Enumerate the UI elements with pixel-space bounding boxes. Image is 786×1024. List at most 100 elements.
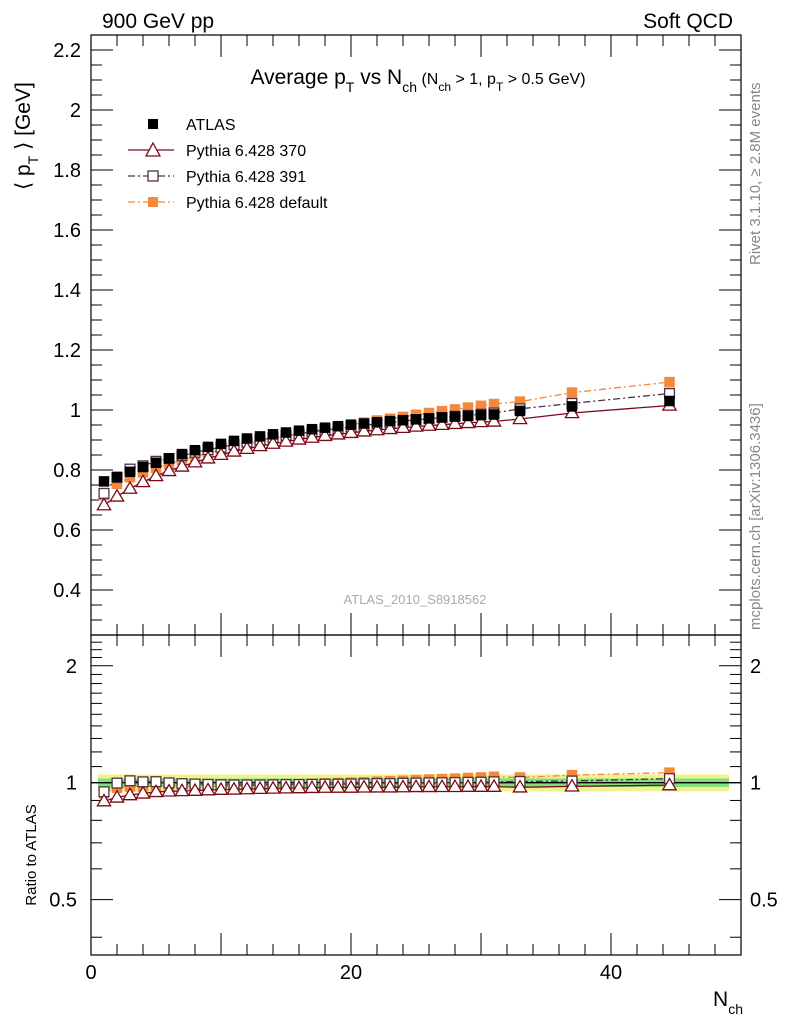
legend-entry-370: Pythia 6.428 370 — [128, 141, 306, 160]
ratio-point-pythia-6-428-370 — [661, 777, 678, 791]
point-pythia-6-428-370 — [213, 446, 229, 461]
point-atlas — [371, 417, 383, 428]
ratio-point-pythia-6-428-370 — [473, 778, 489, 792]
ratio-point-pythia-6-428-370 — [486, 778, 502, 792]
legend-entry-default: Pythia 6.428 default — [128, 195, 328, 212]
series-line-pythia-6-428-370 — [103, 404, 670, 506]
point-atlas — [137, 461, 149, 473]
point-pythia-6-428-370 — [122, 480, 138, 494]
ratio-point-pythia-6-428-370 — [187, 782, 203, 796]
point-pythia-6-428-370 — [109, 488, 125, 502]
plot-title: Average pT vs Nch (Nch > 1, pT > 0.5 GeV… — [250, 66, 585, 95]
point-atlas — [267, 429, 279, 440]
ratio-point-pythia-6-428-370 — [96, 793, 112, 807]
legend-label-370: Pythia 6.428 370 — [186, 143, 306, 160]
point-pythia-6-428-370 — [395, 419, 411, 434]
point-pythia-6-428-default — [111, 478, 123, 490]
y-tick-label: 1.2 — [53, 340, 81, 362]
ratio-point-pythia-6-428-370 — [278, 780, 294, 794]
ratio-series — [96, 767, 678, 807]
ratio-point-pythia-6-428-370 — [382, 779, 398, 793]
point-atlas — [228, 435, 240, 447]
point-atlas — [397, 414, 409, 426]
y-tick-label: 0.4 — [53, 580, 81, 602]
point-pythia-6-428-default — [514, 396, 526, 407]
ratio-point-pythia-6-428-370 — [174, 783, 190, 797]
point-pythia-6-428-default — [475, 400, 487, 412]
ratio-point-pythia-6-428-370 — [434, 778, 450, 793]
ratio-point-pythia-6-428-370 — [122, 787, 138, 801]
ratio-y-tick-label: 0.5 — [49, 890, 77, 912]
point-pythia-6-428-370 — [343, 424, 359, 439]
ratio-point-pythia-6-428-370 — [304, 779, 320, 794]
ratio-point-pythia-6-428-370 — [252, 780, 268, 795]
point-pythia-6-428-370 — [512, 411, 528, 425]
point-atlas — [436, 412, 448, 423]
ratio-panel: 0.5 0.51 12 20 20 40 Ratio to ATLAS Nch — [23, 634, 778, 1017]
x-tick-label: 40 — [600, 962, 622, 984]
legend-marker-default — [148, 197, 158, 207]
point-atlas — [488, 409, 500, 420]
legend: ATLAS Pythia 6.428 370 Pythia 6.428 391 … — [128, 117, 328, 212]
y-tick-label: 0.8 — [53, 460, 81, 482]
point-atlas — [319, 422, 331, 433]
point-pythia-6-428-370 — [291, 431, 307, 445]
ratio-point-pythia-6-428-370 — [213, 781, 229, 795]
ratio-point-pythia-6-428-370 — [161, 783, 177, 797]
legend-label-atlas: ATLAS — [186, 117, 236, 134]
point-pythia-6-428-default — [137, 467, 149, 478]
point-pythia-6-428-370 — [434, 416, 450, 431]
legend-label-391: Pythia 6.428 391 — [186, 169, 306, 186]
point-pythia-6-428-370 — [148, 468, 164, 482]
point-pythia-6-428-370 — [200, 450, 216, 464]
ratio-point-pythia-6-428-default — [124, 781, 136, 792]
ratio-point-pythia-6-428-370 — [239, 781, 255, 795]
ratio-line-pythia-6-428-370 — [103, 784, 670, 802]
x-tick-label: 20 — [340, 962, 362, 984]
ratio-y-tick-label-right: 2 — [750, 656, 761, 678]
point-pythia-6-428-370 — [421, 417, 437, 431]
ratio-point-pythia-6-428-370 — [109, 789, 125, 803]
point-atlas — [664, 395, 675, 407]
legend-marker-atlas — [148, 119, 158, 129]
ratio-point-pythia-6-428-default — [664, 767, 675, 778]
ratio-y-tick-label-right: 0.5 — [750, 890, 778, 912]
watermark: ATLAS_2010_S8918562 — [344, 592, 487, 607]
main-panel: 0.4 0.6 0.8 1 1.2 1.4 1.6 1.8 2 2.2 ATLAS_2010_S8… — [12, 34, 742, 636]
point-pythia-6-428-370 — [460, 414, 476, 429]
ratio-point-pythia-6-428-370 — [343, 779, 359, 793]
point-atlas — [410, 414, 422, 425]
point-pythia-6-428-370 — [369, 422, 385, 436]
ratio-point-pythia-6-428-370 — [135, 785, 151, 799]
point-pythia-6-428-370 — [564, 405, 580, 419]
ratio-point-pythia-6-428-370 — [369, 779, 385, 793]
header-left: 900 GeV pp — [102, 10, 214, 33]
point-pythia-6-428-default — [449, 404, 461, 415]
point-atlas — [384, 415, 396, 427]
ratio-point-pythia-6-428-370 — [447, 778, 463, 793]
y-tick-label: 0.6 — [53, 520, 81, 542]
y-tick-label: 1.4 — [53, 280, 81, 302]
ratio-point-pythia-6-428-370 — [395, 779, 411, 793]
legend-label-default: Pythia 6.428 default — [186, 195, 328, 212]
point-pythia-6-428-370 — [382, 420, 398, 435]
side-text-top: Rivet 3.1.10, ≥ 2.8M events — [747, 83, 764, 266]
ratio-point-pythia-6-428-370 — [330, 779, 346, 793]
ratio-point-pythia-6-428-370 — [148, 783, 164, 798]
point-pythia-6-428-default — [436, 405, 448, 417]
ratio-point-pythia-6-428-370 — [265, 780, 281, 794]
point-atlas — [475, 409, 487, 421]
ratio-axis-label: Ratio to ATLAS — [23, 804, 40, 905]
point-pythia-6-428-370 — [408, 418, 424, 432]
point-pythia-6-428-default — [488, 398, 500, 410]
ratio-y-tick-label: 2 — [66, 656, 77, 678]
ratio-point-pythia-6-428-370 — [226, 781, 242, 795]
side-text-bottom: mcplots.cern.ch [arXiv:1306.3436] — [747, 403, 764, 630]
point-pythia-6-428-370 — [356, 423, 372, 437]
y-axis-label: ⟨ pT ⟩ [GeV] — [12, 82, 41, 190]
point-pythia-6-428-370 — [226, 443, 242, 457]
ratio-point-pythia-6-428-370 — [200, 782, 216, 796]
point-pythia-6-428-370 — [447, 415, 463, 430]
point-pythia-6-428-default — [566, 387, 578, 398]
